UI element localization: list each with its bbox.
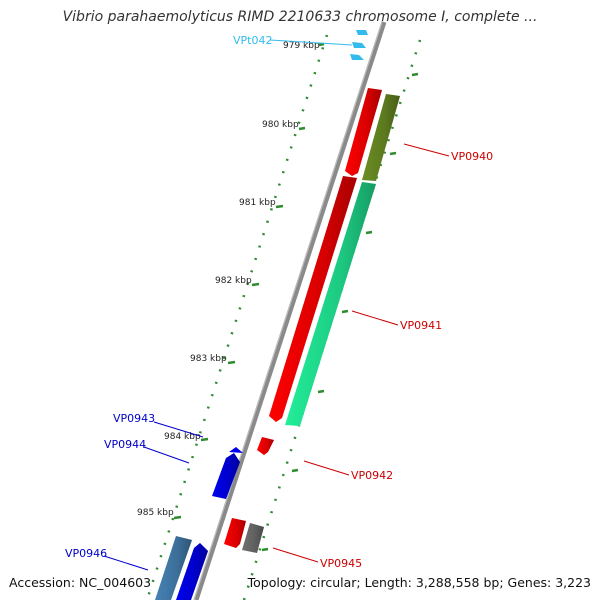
topology-text: Topology: circular; Length: 3,288,558 bp…: [247, 575, 591, 590]
scale-ring-inner: [145, 34, 329, 600]
tick-label-984: 984 kbp: [164, 432, 201, 442]
chromosome-backbone-highlight: [193, 21, 383, 600]
tick-label-982: 982 kbp: [215, 276, 252, 286]
tick-label-980: 980 kbp: [262, 120, 299, 130]
gene-vp0944[interactable]: [212, 453, 240, 499]
accession-text: Accession: NC_004603: [9, 575, 152, 590]
label-vp0946[interactable]: VP0946: [65, 547, 107, 560]
leader-vp0943: [153, 421, 204, 438]
leader-vp0941: [351, 310, 399, 326]
gene-vp0945[interactable]: [224, 518, 264, 553]
label-vp0943[interactable]: VP0943: [113, 412, 155, 425]
tick-label-983: 983 kbp: [190, 354, 227, 364]
label-vp0944[interactable]: VP0944: [104, 438, 146, 451]
gene-vp0940[interactable]: [345, 88, 400, 181]
trna-vpt042-features[interactable]: [350, 30, 368, 60]
leader-vp0944: [143, 446, 190, 464]
gene-vp0941[interactable]: [269, 176, 376, 426]
label-vp0940[interactable]: VP0940: [451, 150, 493, 163]
gene-vp0943[interactable]: [229, 447, 243, 453]
label-vp0941[interactable]: VP0941: [400, 319, 442, 332]
leader-vp0940: [403, 143, 450, 157]
leader-vp0945: [272, 547, 319, 563]
map-title: Vibrio parahaemolyticus RIMD 2210633 chr…: [62, 9, 538, 25]
gene-vp0946[interactable]: [155, 536, 208, 600]
leader-vpt042: [269, 39, 353, 46]
leader-vp0942: [303, 460, 350, 476]
tick-label-981: 981 kbp: [239, 198, 276, 208]
chromosome-backbone: [193, 21, 387, 600]
leader-vp0946: [103, 555, 149, 571]
tick-label-985: 985 kbp: [137, 508, 174, 518]
label-vpt042[interactable]: VPt042: [233, 34, 272, 47]
label-vp0942[interactable]: VP0942: [351, 469, 393, 482]
label-vp0945[interactable]: VP0945: [320, 557, 362, 570]
tick-label-979: 979 kbp: [283, 41, 320, 51]
tick-marks: [173, 42, 419, 552]
gene-vp0942[interactable]: [257, 437, 274, 455]
